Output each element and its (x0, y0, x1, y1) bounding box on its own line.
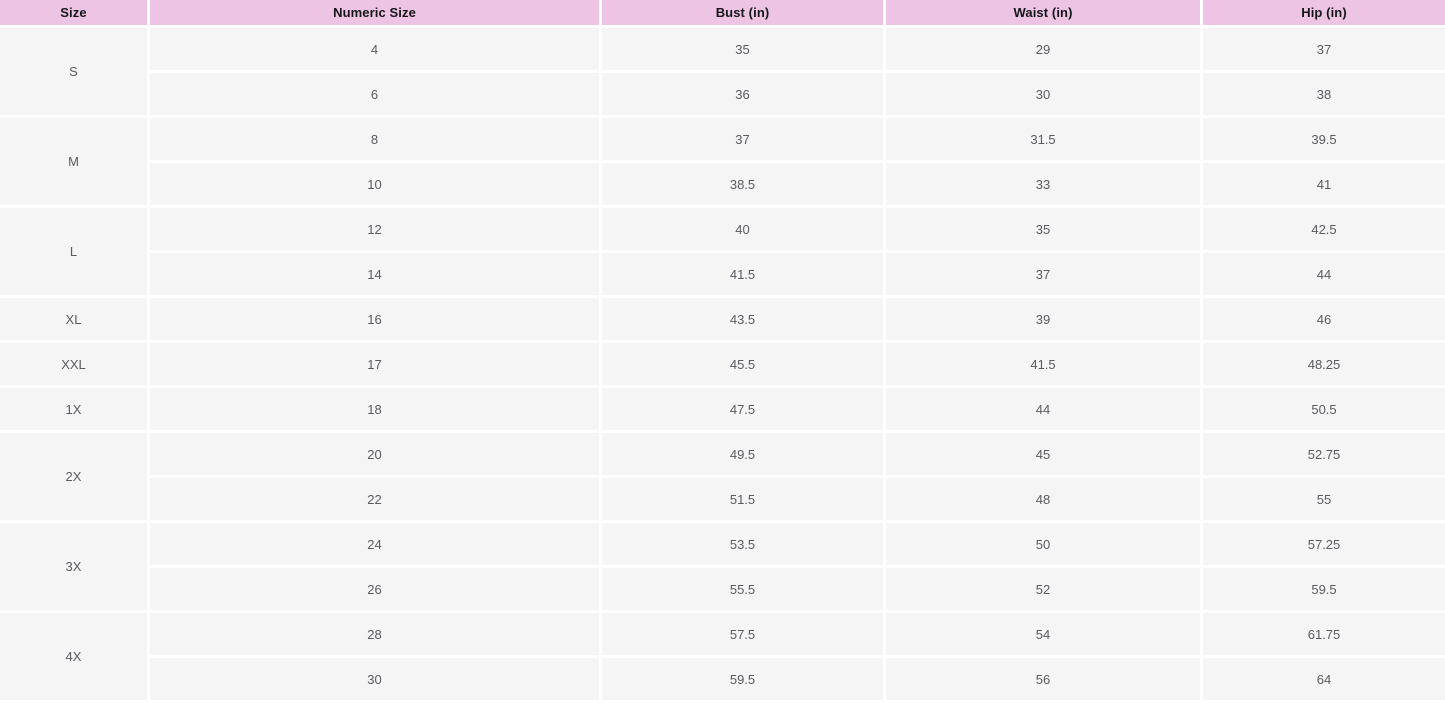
cell-hip: 52.75 (1203, 433, 1445, 478)
table-row: 10 38.5 33 41 (0, 163, 1445, 208)
cell-waist: 30 (886, 73, 1203, 118)
cell-hip: 41 (1203, 163, 1445, 208)
table-row: XXL 17 45.5 41.5 48.25 (0, 343, 1445, 388)
cell-waist: 35 (886, 208, 1203, 253)
cell-numeric: 16 (150, 298, 602, 343)
size-group-cell: 3X (0, 523, 150, 613)
cell-hip: 57.25 (1203, 523, 1445, 568)
cell-hip: 39.5 (1203, 118, 1445, 163)
cell-hip: 38 (1203, 73, 1445, 118)
cell-waist: 44 (886, 388, 1203, 433)
cell-bust: 45.5 (602, 343, 886, 388)
size-group-cell: XL (0, 298, 150, 343)
cell-waist: 56 (886, 658, 1203, 703)
cell-bust: 43.5 (602, 298, 886, 343)
cell-bust: 40 (602, 208, 886, 253)
cell-hip: 46 (1203, 298, 1445, 343)
cell-hip: 48.25 (1203, 343, 1445, 388)
cell-numeric: 28 (150, 613, 602, 658)
cell-waist: 45 (886, 433, 1203, 478)
cell-bust: 49.5 (602, 433, 886, 478)
table-row: 30 59.5 56 64 (0, 658, 1445, 703)
size-group-cell: M (0, 118, 150, 208)
cell-waist: 54 (886, 613, 1203, 658)
size-group-cell: 2X (0, 433, 150, 523)
table-row: 4X 28 57.5 54 61.75 (0, 613, 1445, 703)
cell-waist: 41.5 (886, 343, 1203, 388)
table-row: S 4 35 29 37 (0, 28, 1445, 118)
table-row: 14 41.5 37 44 (0, 253, 1445, 298)
cell-bust: 47.5 (602, 388, 886, 433)
cell-numeric: 22 (150, 478, 602, 523)
cell-hip: 50.5 (1203, 388, 1445, 433)
size-group-cell: 4X (0, 613, 150, 703)
cell-numeric: 14 (150, 253, 602, 298)
header-row: Size Numeric Size Bust (in) Waist (in) H… (0, 0, 1445, 28)
cell-hip: 64 (1203, 658, 1445, 703)
size-group-cell: L (0, 208, 150, 298)
cell-waist: 31.5 (886, 118, 1203, 163)
cell-numeric: 17 (150, 343, 602, 388)
cell-numeric: 30 (150, 658, 602, 703)
table-row: 1X 18 47.5 44 50.5 (0, 388, 1445, 433)
cell-bust: 36 (602, 73, 886, 118)
cell-waist: 37 (886, 253, 1203, 298)
cell-bust: 35 (602, 28, 886, 73)
table-row: L 12 40 35 42.5 (0, 208, 1445, 298)
cell-hip: 44 (1203, 253, 1445, 298)
column-header-hip: Hip (in) (1203, 0, 1445, 28)
cell-waist: 50 (886, 523, 1203, 568)
size-chart-header: Size Numeric Size Bust (in) Waist (in) H… (0, 0, 1445, 28)
cell-waist: 29 (886, 28, 1203, 73)
table-row: 2X 20 49.5 45 52.75 (0, 433, 1445, 523)
size-chart-body: S 4 35 29 37 6 36 30 38 M 8 37 31.5 39.5 10 38.5 33 41 L 12… (0, 28, 1445, 703)
cell-bust: 51.5 (602, 478, 886, 523)
size-group-cell: S (0, 28, 150, 118)
cell-numeric: 24 (150, 523, 602, 568)
cell-hip: 37 (1203, 28, 1445, 73)
cell-hip: 61.75 (1203, 613, 1445, 658)
cell-hip: 55 (1203, 478, 1445, 523)
cell-numeric: 6 (150, 73, 602, 118)
column-header-size: Size (0, 0, 150, 28)
cell-numeric: 18 (150, 388, 602, 433)
cell-bust: 41.5 (602, 253, 886, 298)
size-group-cell: XXL (0, 343, 150, 388)
cell-bust: 53.5 (602, 523, 886, 568)
column-header-waist: Waist (in) (886, 0, 1203, 28)
table-row: XL 16 43.5 39 46 (0, 298, 1445, 343)
cell-numeric: 10 (150, 163, 602, 208)
cell-bust: 59.5 (602, 658, 886, 703)
cell-numeric: 8 (150, 118, 602, 163)
cell-bust: 38.5 (602, 163, 886, 208)
size-group-cell: 1X (0, 388, 150, 433)
cell-waist: 52 (886, 568, 1203, 613)
cell-hip: 59.5 (1203, 568, 1445, 613)
cell-waist: 39 (886, 298, 1203, 343)
cell-waist: 48 (886, 478, 1203, 523)
cell-waist: 33 (886, 163, 1203, 208)
cell-bust: 57.5 (602, 613, 886, 658)
cell-bust: 37 (602, 118, 886, 163)
cell-numeric: 26 (150, 568, 602, 613)
table-row: 22 51.5 48 55 (0, 478, 1445, 523)
cell-numeric: 12 (150, 208, 602, 253)
cell-numeric: 4 (150, 28, 602, 73)
column-header-numeric: Numeric Size (150, 0, 602, 28)
table-row: 6 36 30 38 (0, 73, 1445, 118)
table-row: M 8 37 31.5 39.5 (0, 118, 1445, 208)
table-row: 26 55.5 52 59.5 (0, 568, 1445, 613)
cell-hip: 42.5 (1203, 208, 1445, 253)
cell-numeric: 20 (150, 433, 602, 478)
column-header-bust: Bust (in) (602, 0, 886, 28)
table-row: 3X 24 53.5 50 57.25 (0, 523, 1445, 613)
cell-bust: 55.5 (602, 568, 886, 613)
